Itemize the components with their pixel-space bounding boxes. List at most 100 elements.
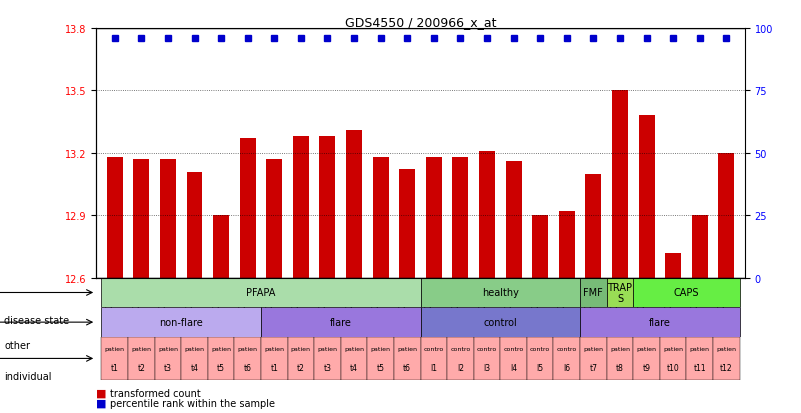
- Bar: [102, 278, 421, 308]
- Text: t4: t4: [350, 363, 358, 373]
- Bar: [665, 253, 681, 278]
- Bar: [314, 337, 340, 380]
- Text: contro: contro: [424, 347, 444, 351]
- Text: t8: t8: [616, 363, 624, 373]
- Text: t12: t12: [720, 363, 733, 373]
- Bar: [553, 337, 580, 380]
- Bar: [447, 337, 473, 380]
- Text: patien: patien: [131, 347, 151, 351]
- Text: flare: flare: [330, 317, 352, 328]
- Text: t3: t3: [324, 363, 332, 373]
- Text: patien: patien: [344, 347, 364, 351]
- Bar: [421, 278, 580, 308]
- Text: patien: patien: [637, 347, 657, 351]
- Text: patien: patien: [317, 347, 337, 351]
- Bar: [580, 308, 739, 337]
- Bar: [580, 337, 606, 380]
- Title: GDS4550 / 200966_x_at: GDS4550 / 200966_x_at: [344, 16, 497, 29]
- Text: patien: patien: [291, 347, 311, 351]
- Text: t4: t4: [191, 363, 199, 373]
- Bar: [155, 337, 181, 380]
- Bar: [586, 174, 602, 278]
- Bar: [527, 337, 553, 380]
- Text: t1: t1: [271, 363, 278, 373]
- Bar: [713, 337, 739, 380]
- Bar: [293, 137, 309, 278]
- Text: FMF: FMF: [583, 288, 603, 298]
- Bar: [107, 158, 123, 278]
- Bar: [559, 211, 575, 278]
- Bar: [187, 172, 203, 278]
- Bar: [606, 337, 634, 380]
- Text: t10: t10: [666, 363, 679, 373]
- Bar: [426, 158, 442, 278]
- Text: disease state: disease state: [4, 315, 69, 325]
- Text: flare: flare: [649, 317, 670, 328]
- Text: l5: l5: [537, 363, 544, 373]
- Text: patien: patien: [238, 347, 258, 351]
- Text: patien: patien: [264, 347, 284, 351]
- Bar: [505, 162, 521, 278]
- Text: contro: contro: [557, 347, 577, 351]
- Text: t7: t7: [590, 363, 598, 373]
- Text: ■: ■: [96, 398, 107, 408]
- Text: non-flare: non-flare: [159, 317, 203, 328]
- Bar: [320, 137, 336, 278]
- Bar: [473, 337, 501, 380]
- Text: patien: patien: [211, 347, 231, 351]
- Text: patien: patien: [663, 347, 683, 351]
- Text: CAPS: CAPS: [674, 288, 699, 298]
- Bar: [718, 154, 735, 278]
- Text: t11: t11: [694, 363, 706, 373]
- Text: t5: t5: [217, 363, 225, 373]
- Bar: [692, 216, 708, 278]
- Bar: [346, 131, 362, 278]
- Text: patien: patien: [158, 347, 178, 351]
- Text: patien: patien: [716, 347, 736, 351]
- Bar: [686, 337, 713, 380]
- Bar: [638, 116, 654, 278]
- Bar: [660, 337, 686, 380]
- Text: other: other: [4, 340, 30, 350]
- Text: t3: t3: [164, 363, 172, 373]
- Bar: [340, 337, 368, 380]
- Bar: [288, 337, 314, 380]
- Bar: [399, 170, 415, 278]
- Text: contro: contro: [450, 347, 470, 351]
- Text: TRAP
S: TRAP S: [607, 282, 633, 304]
- Text: contro: contro: [504, 347, 524, 351]
- Bar: [634, 278, 739, 308]
- Bar: [133, 160, 149, 278]
- Text: patien: patien: [583, 347, 603, 351]
- Text: patien: patien: [371, 347, 391, 351]
- Text: patien: patien: [397, 347, 417, 351]
- Bar: [261, 337, 288, 380]
- Text: PFAPA: PFAPA: [246, 288, 276, 298]
- Bar: [266, 160, 282, 278]
- Text: ■: ■: [96, 388, 107, 398]
- Text: contro: contro: [530, 347, 550, 351]
- Bar: [213, 216, 229, 278]
- Text: l2: l2: [457, 363, 464, 373]
- Text: patien: patien: [184, 347, 204, 351]
- Text: t9: t9: [642, 363, 650, 373]
- Bar: [372, 158, 388, 278]
- Bar: [368, 337, 394, 380]
- Bar: [394, 337, 421, 380]
- Text: t5: t5: [376, 363, 384, 373]
- Bar: [421, 337, 447, 380]
- Text: l6: l6: [563, 363, 570, 373]
- Text: t6: t6: [244, 363, 252, 373]
- Text: t2: t2: [138, 363, 145, 373]
- Text: healthy: healthy: [482, 288, 519, 298]
- Text: t6: t6: [403, 363, 411, 373]
- Text: patien: patien: [610, 347, 630, 351]
- Text: l1: l1: [430, 363, 437, 373]
- Bar: [261, 308, 421, 337]
- Bar: [634, 337, 660, 380]
- Bar: [181, 337, 207, 380]
- Text: t1: t1: [111, 363, 119, 373]
- Text: l4: l4: [510, 363, 517, 373]
- Text: contro: contro: [477, 347, 497, 351]
- Text: t2: t2: [297, 363, 305, 373]
